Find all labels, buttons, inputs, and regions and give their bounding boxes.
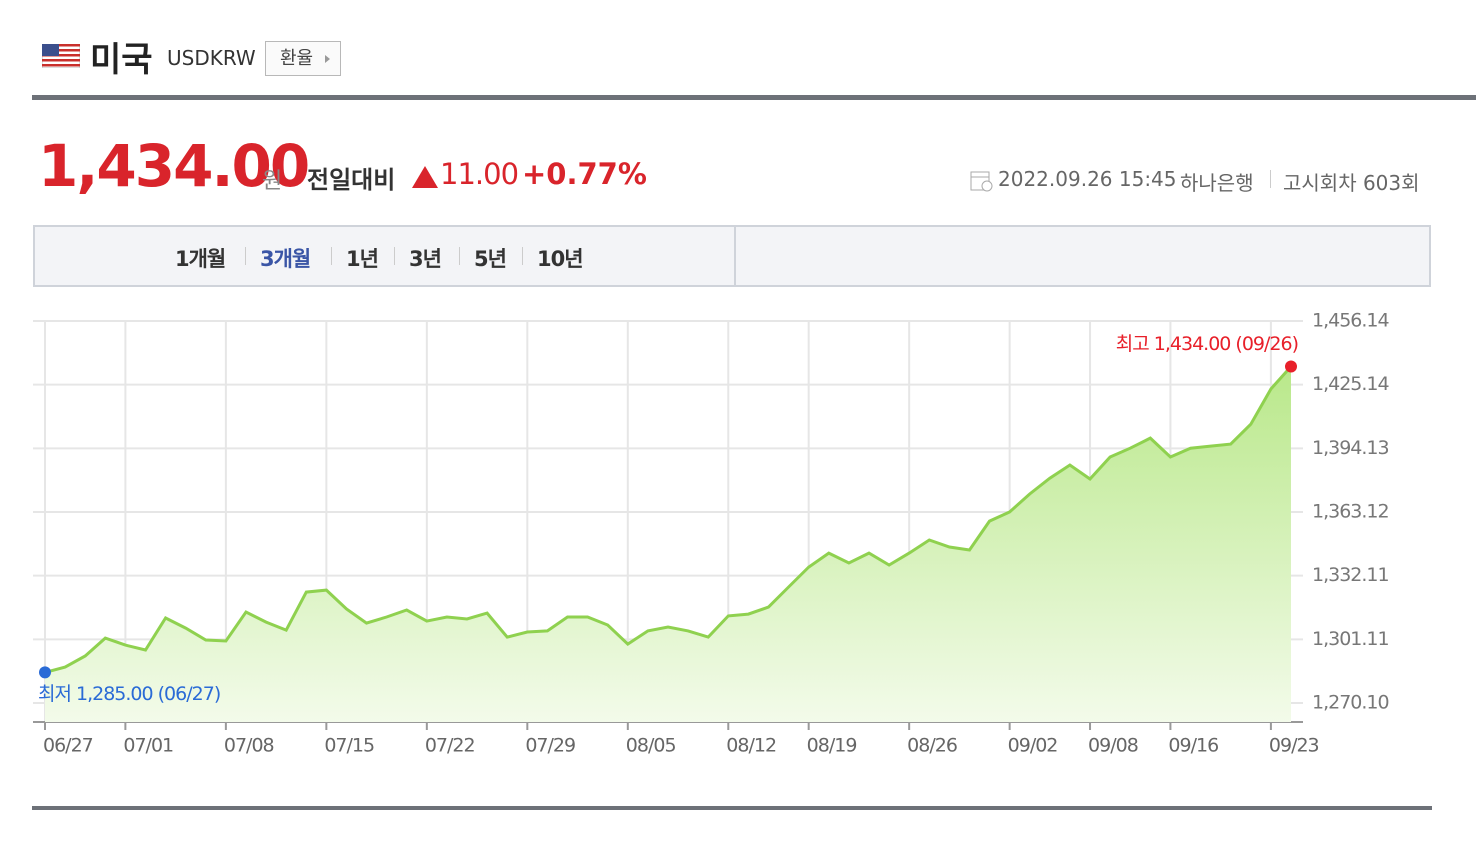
min-label: 최저 1,285.00 (06/27) (38, 683, 220, 705)
up-arrow (412, 166, 438, 188)
bank-name: 하나은행 (1180, 171, 1254, 195)
period-tab[interactable]: 1개월 (175, 247, 226, 271)
currency-code: USDKRW (167, 46, 256, 70)
separator (1270, 170, 1271, 188)
x-tick-label: 09/16 (1168, 735, 1218, 757)
x-tick-label: 07/01 (123, 735, 173, 757)
flag-icon (42, 44, 80, 68)
chart: 1,270.10 1,301.11 1,332.11 1,363.12 1,394.13… (33, 310, 1391, 757)
divider (32, 95, 1476, 100)
min-point (39, 666, 51, 679)
x-tick-label: 07/22 (425, 735, 475, 757)
period-tab[interactable]: 3년 (409, 247, 442, 271)
rate-button[interactable]: 환율 (265, 41, 341, 76)
period-tab[interactable]: 1년 (346, 247, 379, 271)
x-tick-label: 07/15 (324, 735, 374, 757)
period-tab[interactable]: 10년 (537, 247, 584, 271)
x-tick-label: 08/12 (726, 735, 776, 757)
change-percent: +0.77% (522, 157, 647, 191)
max-label: 최고 1,434.00 (09/26) (1116, 333, 1298, 355)
y-tick-label: 1,425.14 (1312, 373, 1390, 395)
area (45, 366, 1291, 722)
change-value: 11.00 (440, 157, 519, 191)
x-tick-label: 06/27 (43, 735, 93, 757)
y-tick-label: 1,301.11 (1312, 628, 1389, 650)
price: 1,434.00 (38, 132, 310, 200)
calendar-icon (970, 171, 993, 192)
y-tick-label: 1,270.10 (1312, 692, 1389, 714)
x-tick-label: 09/02 (1008, 735, 1058, 757)
x-tick-label: 08/05 (626, 735, 676, 757)
quote-datetime: 2022.09.26 15:45 (998, 167, 1177, 191)
price-unit: 원 (262, 169, 283, 194)
y-tick-label: 1,363.12 (1312, 501, 1389, 523)
y-tick-label: 1,332.11 (1312, 564, 1389, 586)
x-tick-label: 07/08 (224, 735, 274, 757)
x-tick-label: 07/29 (525, 735, 575, 757)
y-tick-label: 1,456.14 (1312, 310, 1390, 332)
x-tick-label: 09/08 (1088, 735, 1138, 757)
line (44, 365, 1293, 674)
tab-separator (331, 247, 332, 265)
max-point (1285, 360, 1297, 373)
tab-separator (459, 247, 460, 265)
country-name: 미국 (90, 40, 153, 80)
tab-separator (245, 247, 246, 265)
x-tick-label: 08/19 (807, 735, 857, 757)
period-tab[interactable]: 3개월 (260, 247, 311, 271)
notice-round: 고시회차 603회 (1283, 171, 1420, 195)
period-tabs: 1개월 3개월 1년 3년 5년 10년 (33, 225, 1431, 287)
change-label: 전일대비 (307, 166, 396, 194)
period-tab[interactable]: 5년 (474, 247, 507, 271)
divider (32, 806, 1432, 810)
x-tick-label: 08/26 (907, 735, 957, 757)
x-tick-label: 09/23 (1269, 735, 1319, 757)
tab-separator (522, 247, 523, 265)
tab-divider (734, 227, 736, 285)
y-tick-label: 1,394.13 (1312, 437, 1389, 459)
tab-separator (394, 247, 395, 265)
